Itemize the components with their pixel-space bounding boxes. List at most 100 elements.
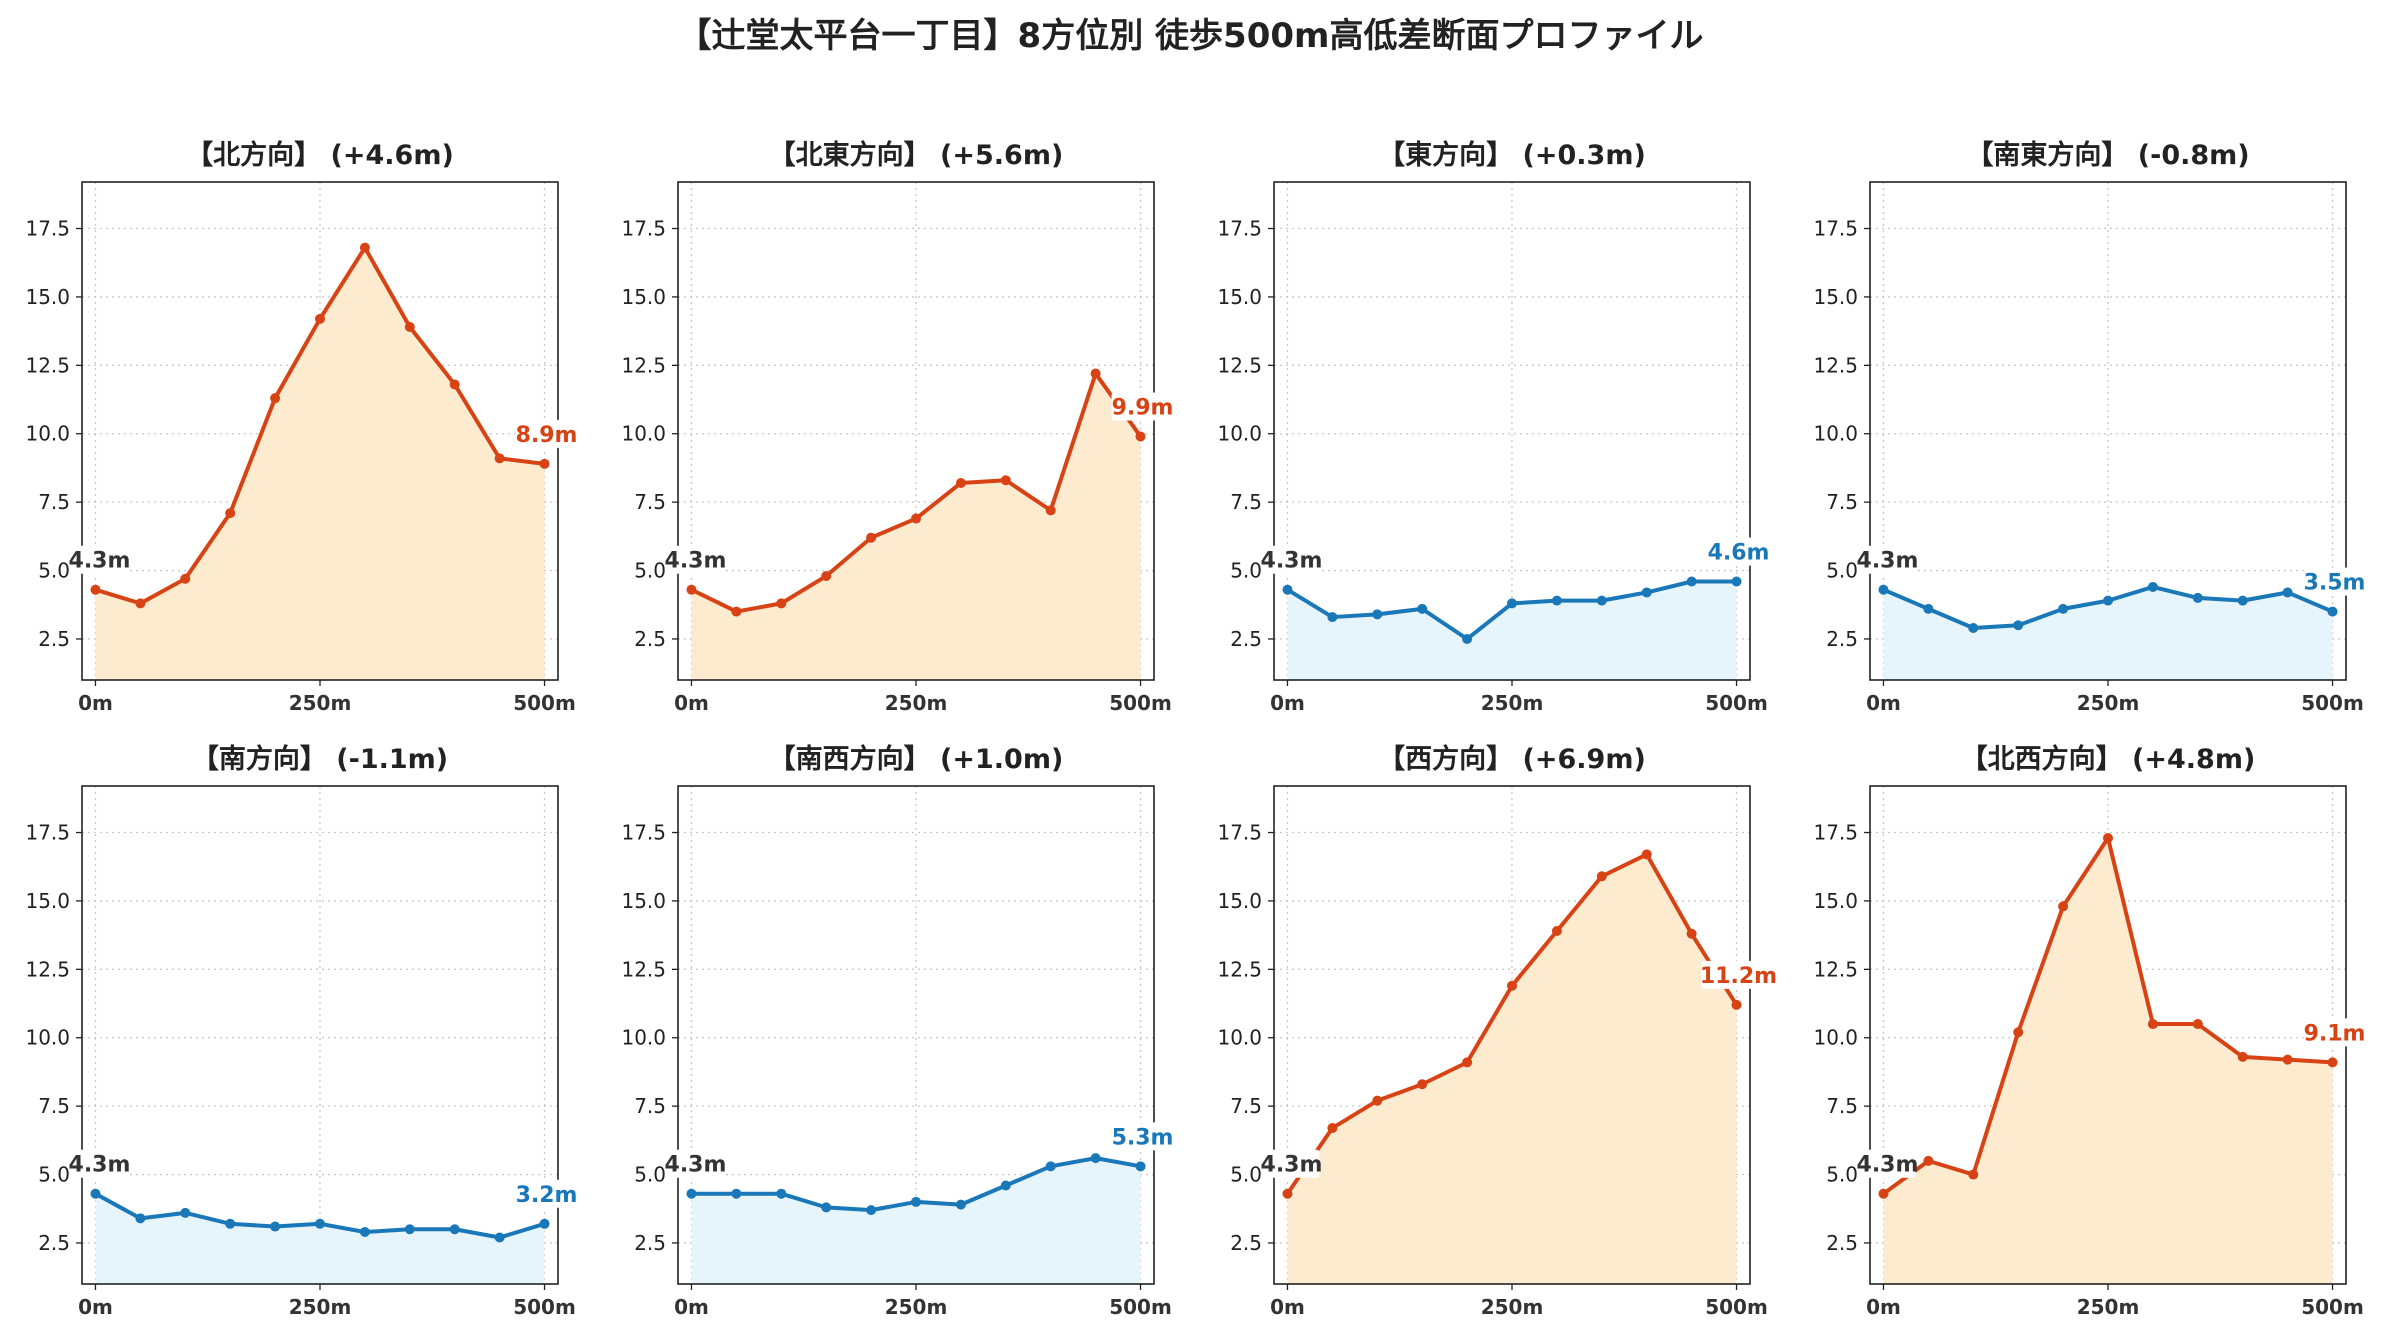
data-point <box>1731 999 1742 1010</box>
plot-frame <box>1273 785 1751 1285</box>
data-point <box>1686 928 1697 939</box>
data-point <box>180 1207 191 1218</box>
end-value-label: 8.9m <box>516 423 578 448</box>
end-value-label: 11.2m <box>1700 964 1777 989</box>
x-tick-label: 0m <box>78 691 113 715</box>
y-tick-label: 2.5 <box>1230 1231 1262 1255</box>
data-point <box>1417 1079 1428 1090</box>
y-tick-label: 5.0 <box>1230 1163 1262 1187</box>
y-tick-label: 12.5 <box>1813 353 1858 377</box>
end-label-box <box>1707 537 1770 566</box>
subplot-2: 【北東方向】 (+5.6m) 2.5 5.0 7.5 10.0 12.5 15.0 17.5 0… <box>621 139 1174 715</box>
data-point <box>1641 587 1652 598</box>
y-tick-label: 7.5 <box>634 490 666 514</box>
data-point <box>90 1188 101 1199</box>
data-point <box>225 1218 236 1229</box>
y-tick-label: 12.5 <box>621 353 666 377</box>
area-fill <box>1883 837 2333 1284</box>
end-value-label: 4.6m <box>1708 540 1770 565</box>
start-value-label: 4.3m <box>69 1153 131 1178</box>
data-point <box>1731 576 1742 587</box>
data-point <box>1878 1188 1889 1199</box>
data-point <box>270 393 281 404</box>
start-label-box <box>1859 545 1916 574</box>
subplot-title: 【南西方向】 (+1.0m) <box>769 743 1064 775</box>
y-tick-label: 17.5 <box>621 821 666 845</box>
data-point <box>1327 612 1338 623</box>
end-value-label: 9.1m <box>2304 1021 2366 1046</box>
subplot-6: 【南西方向】 (+1.0m) 2.5 5.0 7.5 10.0 12.5 15.0 17.5 0… <box>621 743 1174 1319</box>
subplot-3: 【東方向】 (+0.3m) 2.5 5.0 7.5 10.0 12.5 15.0 17.5 0m… <box>1217 139 1770 715</box>
x-tick-label: 0m <box>1866 1295 1901 1319</box>
end-label-box <box>2303 567 2366 596</box>
start-label-box <box>71 545 128 574</box>
data-point <box>494 1232 505 1243</box>
x-tick-label: 0m <box>1270 1295 1305 1319</box>
end-value-label: 5.3m <box>1112 1125 1174 1150</box>
end-label-box <box>515 419 578 448</box>
data-point <box>1282 1188 1293 1199</box>
y-tick-label: 12.5 <box>1217 353 1262 377</box>
data-point <box>2237 595 2248 606</box>
data-point <box>449 379 460 390</box>
y-tick-label: 2.5 <box>1826 627 1858 651</box>
data-point <box>911 1196 921 1207</box>
x-tick-label: 500m <box>2301 1295 2364 1319</box>
subplot-title: 【南方向】 (-1.1m) <box>192 743 448 775</box>
plot-frame <box>677 785 1155 1285</box>
data-point <box>731 606 742 617</box>
y-tick-label: 2.5 <box>38 627 70 651</box>
y-tick-label: 17.5 <box>1217 217 1262 241</box>
y-tick-label: 15.0 <box>1217 889 1262 913</box>
x-tick-label: 500m <box>1109 1295 1172 1319</box>
end-label-box <box>1111 1122 1174 1151</box>
x-tick-label: 250m <box>1481 691 1544 715</box>
subplot-7: 【西方向】 (+6.9m) 2.5 5.0 7.5 10.0 12.5 15.0 17.5 0m… <box>1217 743 1777 1319</box>
y-tick-label: 17.5 <box>25 217 70 241</box>
data-point <box>2282 1054 2293 1065</box>
data-point <box>1596 871 1607 882</box>
data-point <box>90 584 101 595</box>
data-point <box>1878 584 1889 595</box>
area-fill <box>691 1158 1141 1284</box>
y-tick-label: 5.0 <box>38 1163 70 1187</box>
subplot-5: 【南方向】 (-1.1m) 2.5 5.0 7.5 10.0 12.5 15.0 17.5 0m… <box>25 743 578 1319</box>
subplot-title: 【北東方向】 (+5.6m) <box>769 139 1064 171</box>
y-tick-label: 2.5 <box>1826 1231 1858 1255</box>
area-fill <box>95 1193 545 1284</box>
data-point <box>1462 1057 1473 1068</box>
x-tick-label: 500m <box>1705 691 1768 715</box>
area-fill <box>95 247 545 680</box>
data-point <box>1596 595 1607 606</box>
y-tick-label: 10.0 <box>621 1026 666 1050</box>
y-tick-label: 15.0 <box>1813 889 1858 913</box>
data-point <box>1135 1161 1146 1172</box>
data-point <box>955 1199 966 1210</box>
y-tick-label: 10.0 <box>1217 1026 1262 1050</box>
area-fill <box>1883 586 2333 680</box>
y-tick-label: 12.5 <box>25 353 70 377</box>
subplot-title: 【北方向】 (+4.6m) <box>186 139 454 171</box>
data-point <box>2327 1057 2338 1068</box>
data-point <box>1372 609 1383 620</box>
y-tick-label: 7.5 <box>1230 1094 1262 1118</box>
data-point <box>1686 576 1697 587</box>
data-point <box>1327 1123 1338 1134</box>
data-point <box>1282 584 1293 595</box>
data-point <box>686 584 697 595</box>
data-point <box>315 1218 325 1229</box>
x-tick-label: 250m <box>2077 1295 2140 1319</box>
y-tick-label: 17.5 <box>1813 821 1858 845</box>
data-point <box>1507 598 1517 609</box>
data-point <box>2192 592 2203 603</box>
data-point <box>911 513 921 524</box>
data-point <box>404 1224 415 1235</box>
data-point <box>776 1188 787 1199</box>
end-value-label: 3.2m <box>516 1183 578 1208</box>
y-tick-label: 10.0 <box>1813 422 1858 446</box>
data-point <box>359 1227 370 1238</box>
x-tick-label: 500m <box>1109 691 1172 715</box>
x-tick-label: 250m <box>885 691 948 715</box>
y-tick-label: 7.5 <box>1230 490 1262 514</box>
